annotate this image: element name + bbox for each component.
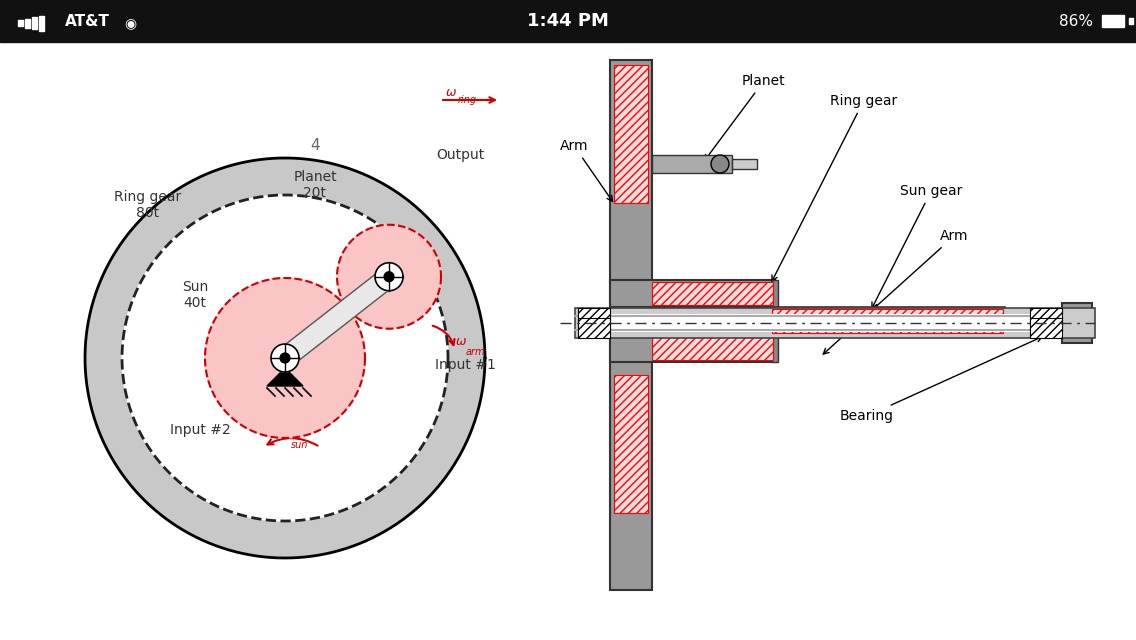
Text: Planet: Planet: [704, 74, 786, 161]
Bar: [1101, 14, 1129, 28]
Bar: [1102, 15, 1124, 27]
Text: 4: 4: [310, 138, 320, 152]
Bar: [652, 155, 732, 173]
Bar: [578, 318, 610, 338]
Bar: [732, 159, 757, 169]
Text: Sun
40t: Sun 40t: [182, 280, 208, 310]
Text: 1:44 PM: 1:44 PM: [527, 12, 609, 30]
Bar: [39, 16, 44, 31]
Polygon shape: [281, 353, 290, 363]
Bar: [652, 282, 772, 305]
Text: ◉: ◉: [124, 16, 136, 30]
Polygon shape: [204, 278, 365, 438]
Bar: [0, 0, 1136, 42]
Polygon shape: [267, 368, 303, 386]
Bar: [652, 337, 772, 360]
Text: 86%: 86%: [1059, 13, 1093, 29]
Bar: [1030, 318, 1062, 338]
Bar: [580, 314, 1035, 332]
Bar: [578, 308, 610, 331]
Text: Planet
20t: Planet 20t: [293, 170, 336, 200]
Text: sun: sun: [291, 440, 308, 450]
Text: $O_2$: $O_2$: [291, 405, 309, 421]
Polygon shape: [272, 344, 299, 372]
Text: 2: 2: [248, 333, 258, 348]
Bar: [575, 308, 1095, 338]
Text: ring: ring: [458, 95, 477, 105]
Bar: [1062, 303, 1092, 343]
Text: Output: Output: [436, 148, 484, 162]
Bar: [25, 19, 30, 28]
Polygon shape: [384, 272, 394, 282]
Polygon shape: [85, 158, 485, 558]
Text: 3: 3: [399, 246, 409, 262]
Polygon shape: [122, 195, 448, 521]
Text: Arm: Arm: [343, 305, 371, 319]
Text: $\omega$: $\omega$: [456, 335, 467, 348]
Bar: [610, 60, 652, 590]
Bar: [772, 280, 778, 362]
Bar: [1030, 308, 1062, 331]
Text: $\omega$: $\omega$: [445, 86, 457, 99]
Text: Ring gear: Ring gear: [772, 94, 897, 281]
Bar: [772, 309, 1003, 333]
Bar: [610, 280, 775, 307]
Text: Arm: Arm: [560, 139, 612, 202]
Text: Ring gear
80t: Ring gear 80t: [115, 190, 182, 220]
Bar: [1129, 18, 1133, 24]
Polygon shape: [337, 225, 441, 329]
Text: Arm: Arm: [824, 229, 969, 354]
Polygon shape: [375, 263, 403, 291]
Bar: [32, 17, 37, 29]
Bar: [613, 65, 648, 203]
Bar: [613, 375, 648, 513]
Bar: [610, 335, 775, 362]
Text: Input #2: Input #2: [169, 423, 231, 437]
Circle shape: [711, 155, 729, 173]
Text: arm: arm: [466, 347, 485, 357]
Text: AT&T: AT&T: [65, 13, 110, 29]
Text: Input #1: Input #1: [435, 358, 496, 372]
Bar: [770, 307, 1005, 335]
Text: $\omega$: $\omega$: [278, 428, 290, 441]
Bar: [18, 20, 23, 26]
Text: Bearing: Bearing: [840, 337, 1042, 423]
Text: Sun gear: Sun gear: [872, 184, 962, 308]
